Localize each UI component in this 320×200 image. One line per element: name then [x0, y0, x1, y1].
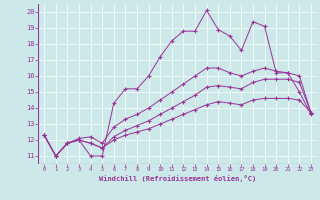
- X-axis label: Windchill (Refroidissement éolien,°C): Windchill (Refroidissement éolien,°C): [99, 175, 256, 182]
